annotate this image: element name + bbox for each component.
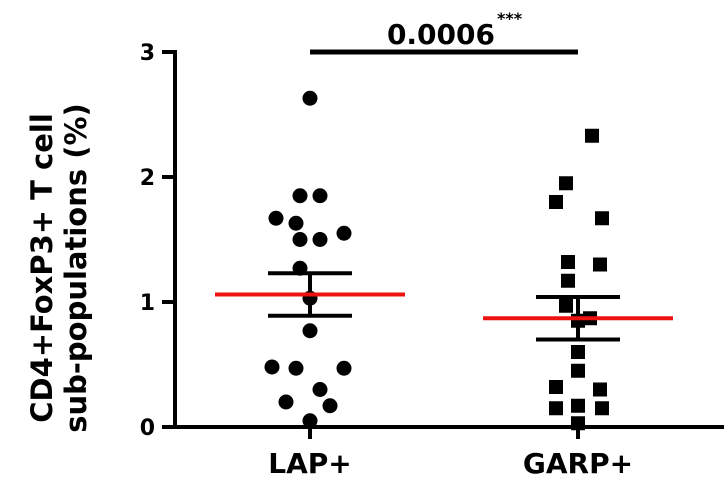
y-tick-label: 1 (140, 291, 155, 316)
y-axis-ticks: 0 1 2 3 (140, 41, 175, 441)
data-point-LAP-circle (302, 323, 318, 339)
data-point-LAP-circle (268, 210, 284, 226)
data-point-GARP-square (571, 416, 585, 431)
significance-p-value: 0.0006 (387, 18, 495, 51)
significance-stars: *** (497, 9, 523, 28)
data-point-GARP-square (549, 401, 563, 416)
data-point-GARP-square (593, 382, 607, 397)
data-points (264, 90, 609, 431)
axes (173, 50, 724, 429)
x-category-label: GARP+ (523, 447, 633, 479)
data-point-GARP-square (559, 176, 573, 191)
y-axis-label-line1: CD4+FoxP3+ T cell (25, 113, 59, 423)
data-point-LAP-circle (312, 188, 328, 204)
data-point-LAP-circle (288, 360, 304, 376)
y-tick-label: 0 (140, 416, 155, 441)
data-point-LAP-circle (336, 360, 352, 376)
data-point-GARP-square (595, 401, 609, 416)
data-point-GARP-square (561, 273, 575, 288)
data-point-GARP-square (549, 195, 563, 209)
data-point-GARP-square (593, 257, 607, 272)
data-point-LAP-circle (302, 90, 318, 106)
data-point-LAP-circle (278, 394, 294, 410)
x-axis-categories: LAP+ GARP+ (268, 427, 633, 479)
data-point-LAP-circle (292, 188, 308, 204)
data-point-GARP-square (559, 298, 573, 313)
data-point-GARP-square (585, 128, 599, 143)
data-point-GARP-square (571, 398, 585, 413)
y-axis-label-line2: sub-populations (%) (59, 103, 93, 433)
data-point-GARP-square (571, 363, 585, 378)
data-point-LAP-circle (336, 225, 352, 241)
data-point-LAP-circle (264, 359, 280, 375)
data-point-LAP-circle (322, 398, 338, 414)
data-point-LAP-circle (288, 215, 304, 231)
data-point-LAP-circle (312, 232, 328, 247)
x-category-label: LAP+ (268, 447, 352, 479)
mean-lines (215, 292, 673, 321)
data-point-GARP-square (571, 345, 585, 359)
significance-annotation: 0.0006 *** (310, 9, 578, 55)
y-tick-label: 3 (140, 41, 155, 66)
y-tick-label: 2 (140, 166, 155, 191)
data-point-GARP-square (595, 211, 609, 226)
data-point-GARP-square (549, 380, 563, 394)
data-point-LAP-circle (292, 232, 308, 247)
data-point-GARP-square (561, 255, 575, 269)
y-axis-label: CD4+FoxP3+ T cell sub-populations (%) (25, 103, 93, 433)
data-point-LAP-circle (302, 413, 318, 429)
data-point-LAP-circle (312, 382, 328, 397)
